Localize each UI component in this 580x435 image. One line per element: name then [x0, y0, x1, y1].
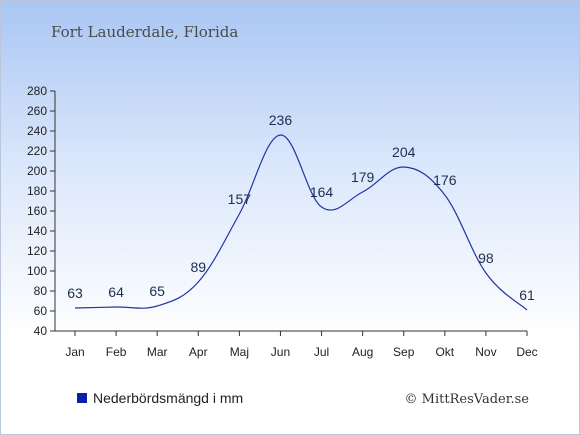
y-tick-label: 120 [27, 244, 47, 258]
data-label: 179 [351, 169, 375, 185]
data-label: 164 [310, 184, 334, 200]
x-tick-label: Apr [189, 345, 208, 359]
x-tick-label: Jan [65, 345, 84, 359]
data-label: 236 [269, 112, 293, 128]
legend-label: Nederbördsmängd i mm [93, 390, 243, 406]
y-tick-label: 260 [27, 104, 47, 118]
x-tick-label: Feb [106, 345, 127, 359]
axes: 40 60 80 100 120 140 160 180 200 220 240 260 280 Jan F… [27, 84, 538, 359]
legend: Nederbördsmängd i mm [77, 390, 243, 406]
legend-swatch [77, 393, 87, 403]
data-label: 176 [433, 172, 457, 188]
x-tick-label: Nov [475, 345, 496, 359]
data-label: 98 [478, 250, 494, 266]
y-tick-label: 100 [27, 264, 47, 278]
data-label: 63 [67, 285, 83, 301]
x-tick-label: Jun [271, 345, 290, 359]
y-tick-label: 60 [34, 304, 48, 318]
data-label: 204 [392, 144, 416, 160]
chart-title: Fort Lauderdale, Florida [51, 23, 238, 41]
x-tick-label: Okt [435, 345, 454, 359]
credit-text: © MittResVader.se [405, 392, 530, 407]
y-tick-label: 240 [27, 124, 47, 138]
series-line [74, 134, 528, 311]
data-label: 65 [149, 283, 165, 299]
y-tick-label: 140 [27, 224, 47, 238]
y-tick-label: 160 [27, 204, 47, 218]
x-tick-label: Sep [393, 345, 415, 359]
y-tick-label: 280 [27, 84, 47, 98]
data-labels: 63 64 65 89 157 236 164 179 204 176 98 61 [67, 112, 535, 303]
y-tick-label: 180 [27, 184, 47, 198]
x-tick-label: Dec [516, 345, 537, 359]
data-label: 61 [519, 287, 535, 303]
x-tick-label: Mar [147, 345, 168, 359]
y-tick-label: 220 [27, 144, 47, 158]
series-layer [74, 134, 528, 311]
data-label: 89 [190, 259, 206, 275]
x-tick-label: Jul [314, 345, 329, 359]
data-label: 64 [108, 284, 124, 300]
y-tick-label: 200 [27, 164, 47, 178]
x-tick-label: Maj [230, 345, 249, 359]
x-tick-label: Aug [352, 345, 373, 359]
data-label: 157 [228, 191, 252, 207]
y-tick-label: 40 [34, 324, 48, 338]
y-tick-label: 80 [34, 284, 48, 298]
